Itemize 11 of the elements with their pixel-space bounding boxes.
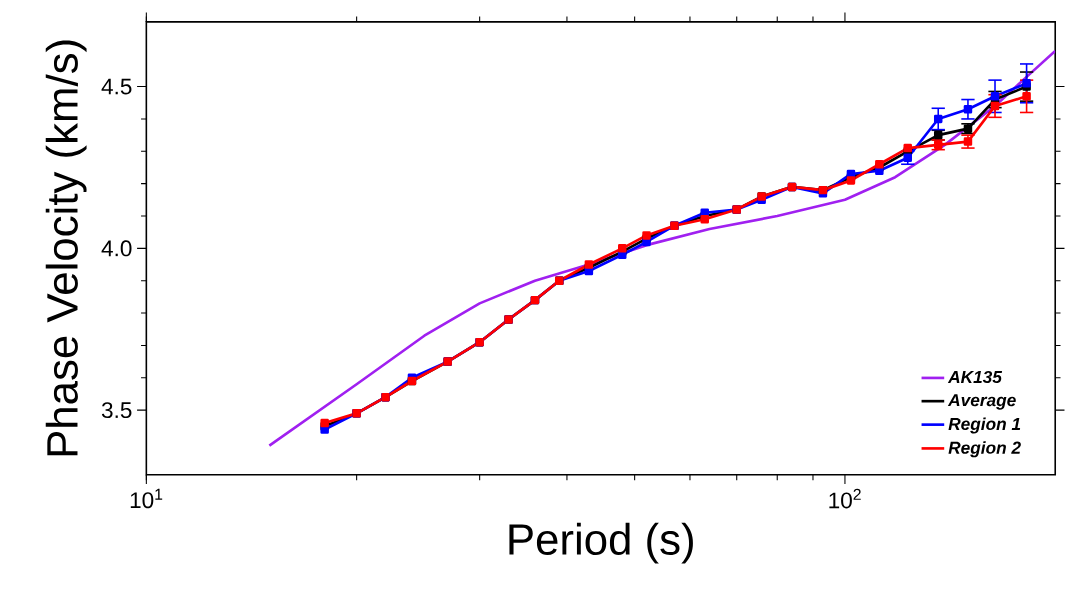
y-tick-label: 3.5: [101, 402, 132, 418]
legend-label: AK135: [947, 370, 1003, 383]
x-axis-title: Period (s): [509, 522, 693, 564]
x-tick-label: 10$^{2}$: [829, 488, 861, 509]
legend-label: Region 1: [948, 417, 1021, 434]
legend-label: Average: [947, 394, 1016, 410]
legend-label: Region 2: [948, 441, 1021, 458]
y-tick-label: 4.5: [101, 78, 132, 95]
x-tick-label: 10$^{1}$: [130, 488, 163, 509]
y-tick-label: 4.0: [101, 240, 132, 257]
y-axis-title: Phase Velocity (km/s): [45, 40, 87, 456]
